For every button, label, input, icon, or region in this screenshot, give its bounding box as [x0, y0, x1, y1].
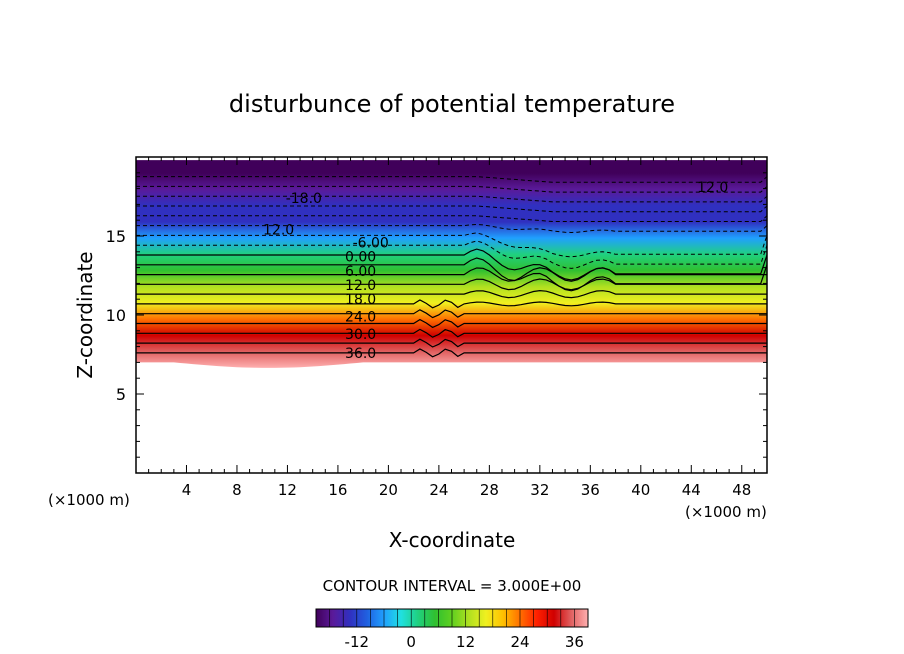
colorbar-tick-label: 12 [456, 633, 475, 651]
contour-line-negative [136, 240, 767, 269]
contour-line-positive [136, 257, 767, 292]
y-axis-ticks: 5 10 15 [106, 172, 767, 458]
contour-line-negative [136, 215, 767, 222]
x-tick-label: 24 [429, 481, 448, 499]
contour-label: 30.0 [345, 327, 376, 343]
contour-label: 12.0 [345, 278, 376, 294]
colorbar-tick-label: 24 [510, 633, 529, 651]
x-tick-label: 28 [480, 481, 499, 499]
x-axis-unit-left: (×1000 m) [48, 491, 130, 509]
x-tick-label: 48 [732, 481, 751, 499]
contour-line-negative [136, 223, 767, 234]
contour-line-negative [136, 205, 767, 213]
colorbar-ticks: -12 0 12 24 36 [315, 609, 589, 651]
x-axis-label: X-coordinate [389, 528, 516, 552]
contour-line-positive [136, 348, 767, 358]
contour-interval-label: CONTOUR INTERVAL = 3.000E+00 [323, 577, 582, 595]
contour-label: -6.00 [353, 235, 389, 251]
contour-line-negative [136, 176, 767, 183]
x-axis-ticks: 4 8 12 16 20 24 28 32 36 40 44 48 [148, 157, 755, 499]
contour-line-positive [136, 309, 767, 319]
colorbar-tick-label: 36 [565, 633, 584, 651]
contour-label: 12.0 [697, 180, 728, 196]
contour-label: 36.0 [345, 346, 376, 362]
contour-label: 6.00 [345, 264, 376, 280]
x-tick-label: 16 [328, 481, 347, 499]
y-tick-label: 15 [106, 227, 126, 246]
contour-label: 18.0 [345, 292, 376, 308]
y-tick-label: 10 [106, 306, 126, 325]
contour-line-positive [136, 338, 767, 348]
temperature-field [136, 160, 767, 368]
contour-label: 12.0 [263, 223, 294, 239]
y-tick-label: 5 [116, 385, 126, 404]
chart-title: disturbunce of potential temperature [229, 90, 675, 118]
y-axis-label: Z-coordinate [73, 251, 97, 378]
contour-line-negative [136, 195, 767, 203]
contour-line-positive [136, 299, 767, 309]
plot-area [136, 160, 767, 368]
x-tick-label: 44 [682, 481, 701, 499]
colorbar-tick-label: -12 [345, 633, 370, 651]
contour-line-positive [136, 289, 767, 299]
x-tick-label: 32 [530, 481, 549, 499]
contour-line-negative [136, 185, 767, 193]
x-tick-label: 8 [232, 481, 242, 499]
x-tick-label: 36 [581, 481, 600, 499]
contour-lines [136, 176, 767, 358]
x-tick-label: 20 [379, 481, 398, 499]
x-axis-unit-right: (×1000 m) [685, 503, 767, 521]
contour-label: 0.00 [345, 250, 376, 266]
x-tick-label: 4 [182, 481, 192, 499]
contour-line-positive [136, 318, 767, 329]
colorbar-tick-label: 0 [406, 633, 416, 651]
x-tick-label: 12 [278, 481, 297, 499]
contour-label: 24.0 [345, 310, 376, 326]
contour-line-positive [136, 248, 767, 281]
x-tick-label: 40 [631, 481, 650, 499]
contour-line-negative [136, 232, 767, 258]
contour-labels: -18.012.012.0-6.000.006.0012.018.024.030… [263, 180, 728, 362]
contour-line-positive [136, 328, 767, 338]
contour-line-positive [136, 267, 767, 282]
contour-label: -18.0 [286, 191, 322, 207]
